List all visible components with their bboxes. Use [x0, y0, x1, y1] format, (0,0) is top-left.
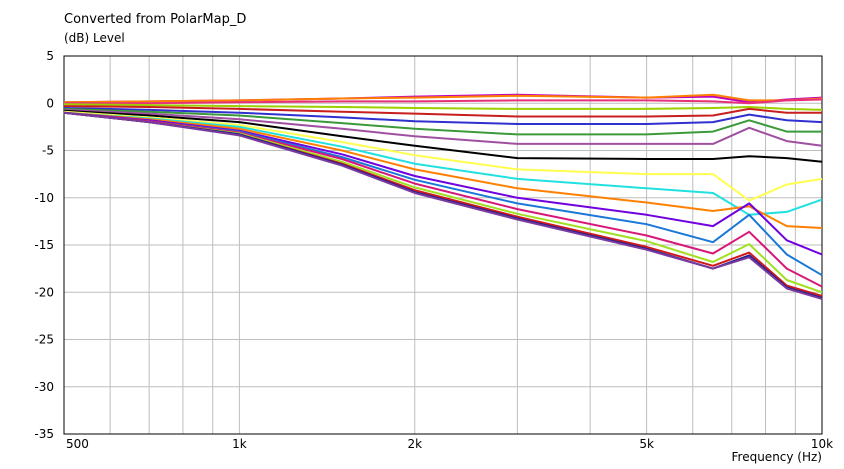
chart-title: Converted from PolarMap_D — [64, 12, 247, 27]
y-tick-labels: 5 0 -5 -10 -15 -20 -25 -30 -35 — [34, 49, 54, 441]
series-lines — [63, 93, 823, 300]
x-tick-label: 2k — [407, 437, 422, 451]
y-tick-label: -30 — [34, 380, 54, 394]
series-line-6 — [63, 107, 823, 125]
series-line-9 — [63, 109, 823, 163]
series-line-2 — [63, 93, 823, 104]
series-line-17 — [63, 111, 823, 297]
series-line-12 — [63, 111, 823, 229]
x-tick-label: 10k — [811, 437, 833, 451]
plot-frame — [63, 55, 823, 435]
x-tick-label: 1k — [232, 437, 247, 451]
x-tick-label: 500 — [66, 437, 89, 451]
series-line-13 — [63, 111, 823, 256]
y-tick-label: -15 — [34, 238, 54, 252]
series-line-8 — [63, 108, 823, 147]
series-line-3 — [64, 98, 823, 105]
y-tick-label: -25 — [34, 333, 54, 347]
y-tick-label: -5 — [42, 144, 54, 158]
y-tick-label: -35 — [34, 427, 54, 441]
y-axis-label: (dB) Level — [64, 31, 125, 45]
series-line-18 — [63, 111, 823, 299]
y-tick-label: 0 — [46, 96, 54, 110]
x-tick-label: 5k — [639, 437, 654, 451]
series-line-5 — [63, 105, 822, 118]
series-line-4 — [63, 103, 823, 111]
y-tick-label: -10 — [34, 191, 54, 205]
y-tick-label: -20 — [34, 285, 54, 299]
series-line-19 — [63, 111, 823, 300]
x-tick-labels: 500 1k 2k 5k 10k — [66, 437, 833, 451]
series-line-7 — [63, 107, 822, 136]
y-tick-label: 5 — [46, 49, 54, 63]
series-line-10 — [63, 110, 823, 202]
x-axis-label: Frequency (Hz) — [731, 450, 823, 464]
